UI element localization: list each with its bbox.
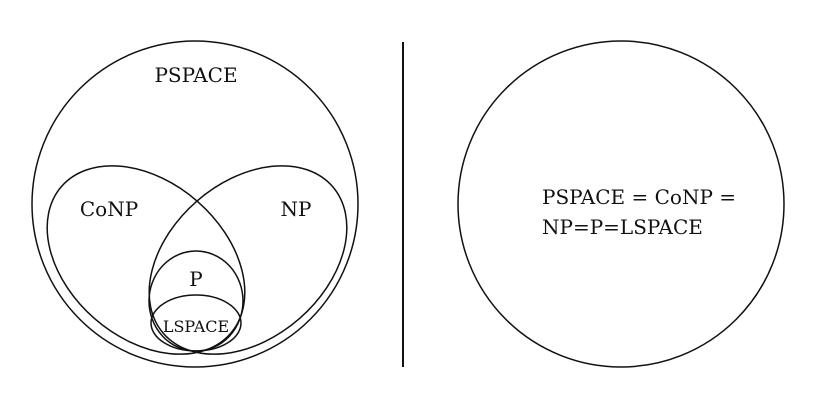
np-ellipse [148, 165, 348, 355]
pspace-circle [31, 40, 359, 368]
equality-statement-line2: NP=P=LSPACE [542, 215, 703, 239]
np-label: NP [281, 197, 312, 221]
lspace-label: LSPACE [163, 317, 229, 336]
conp-ellipse [46, 165, 246, 355]
p-ellipse [148, 250, 244, 352]
p-label: P [189, 267, 202, 291]
pspace-label: PSPACE [154, 63, 237, 87]
lspace-ellipse [150, 294, 242, 352]
equality-statement-line1: PSPACE = CoNP = [542, 185, 736, 209]
conp-label: CoNP [80, 197, 138, 221]
equal-classes-circle [457, 40, 785, 368]
